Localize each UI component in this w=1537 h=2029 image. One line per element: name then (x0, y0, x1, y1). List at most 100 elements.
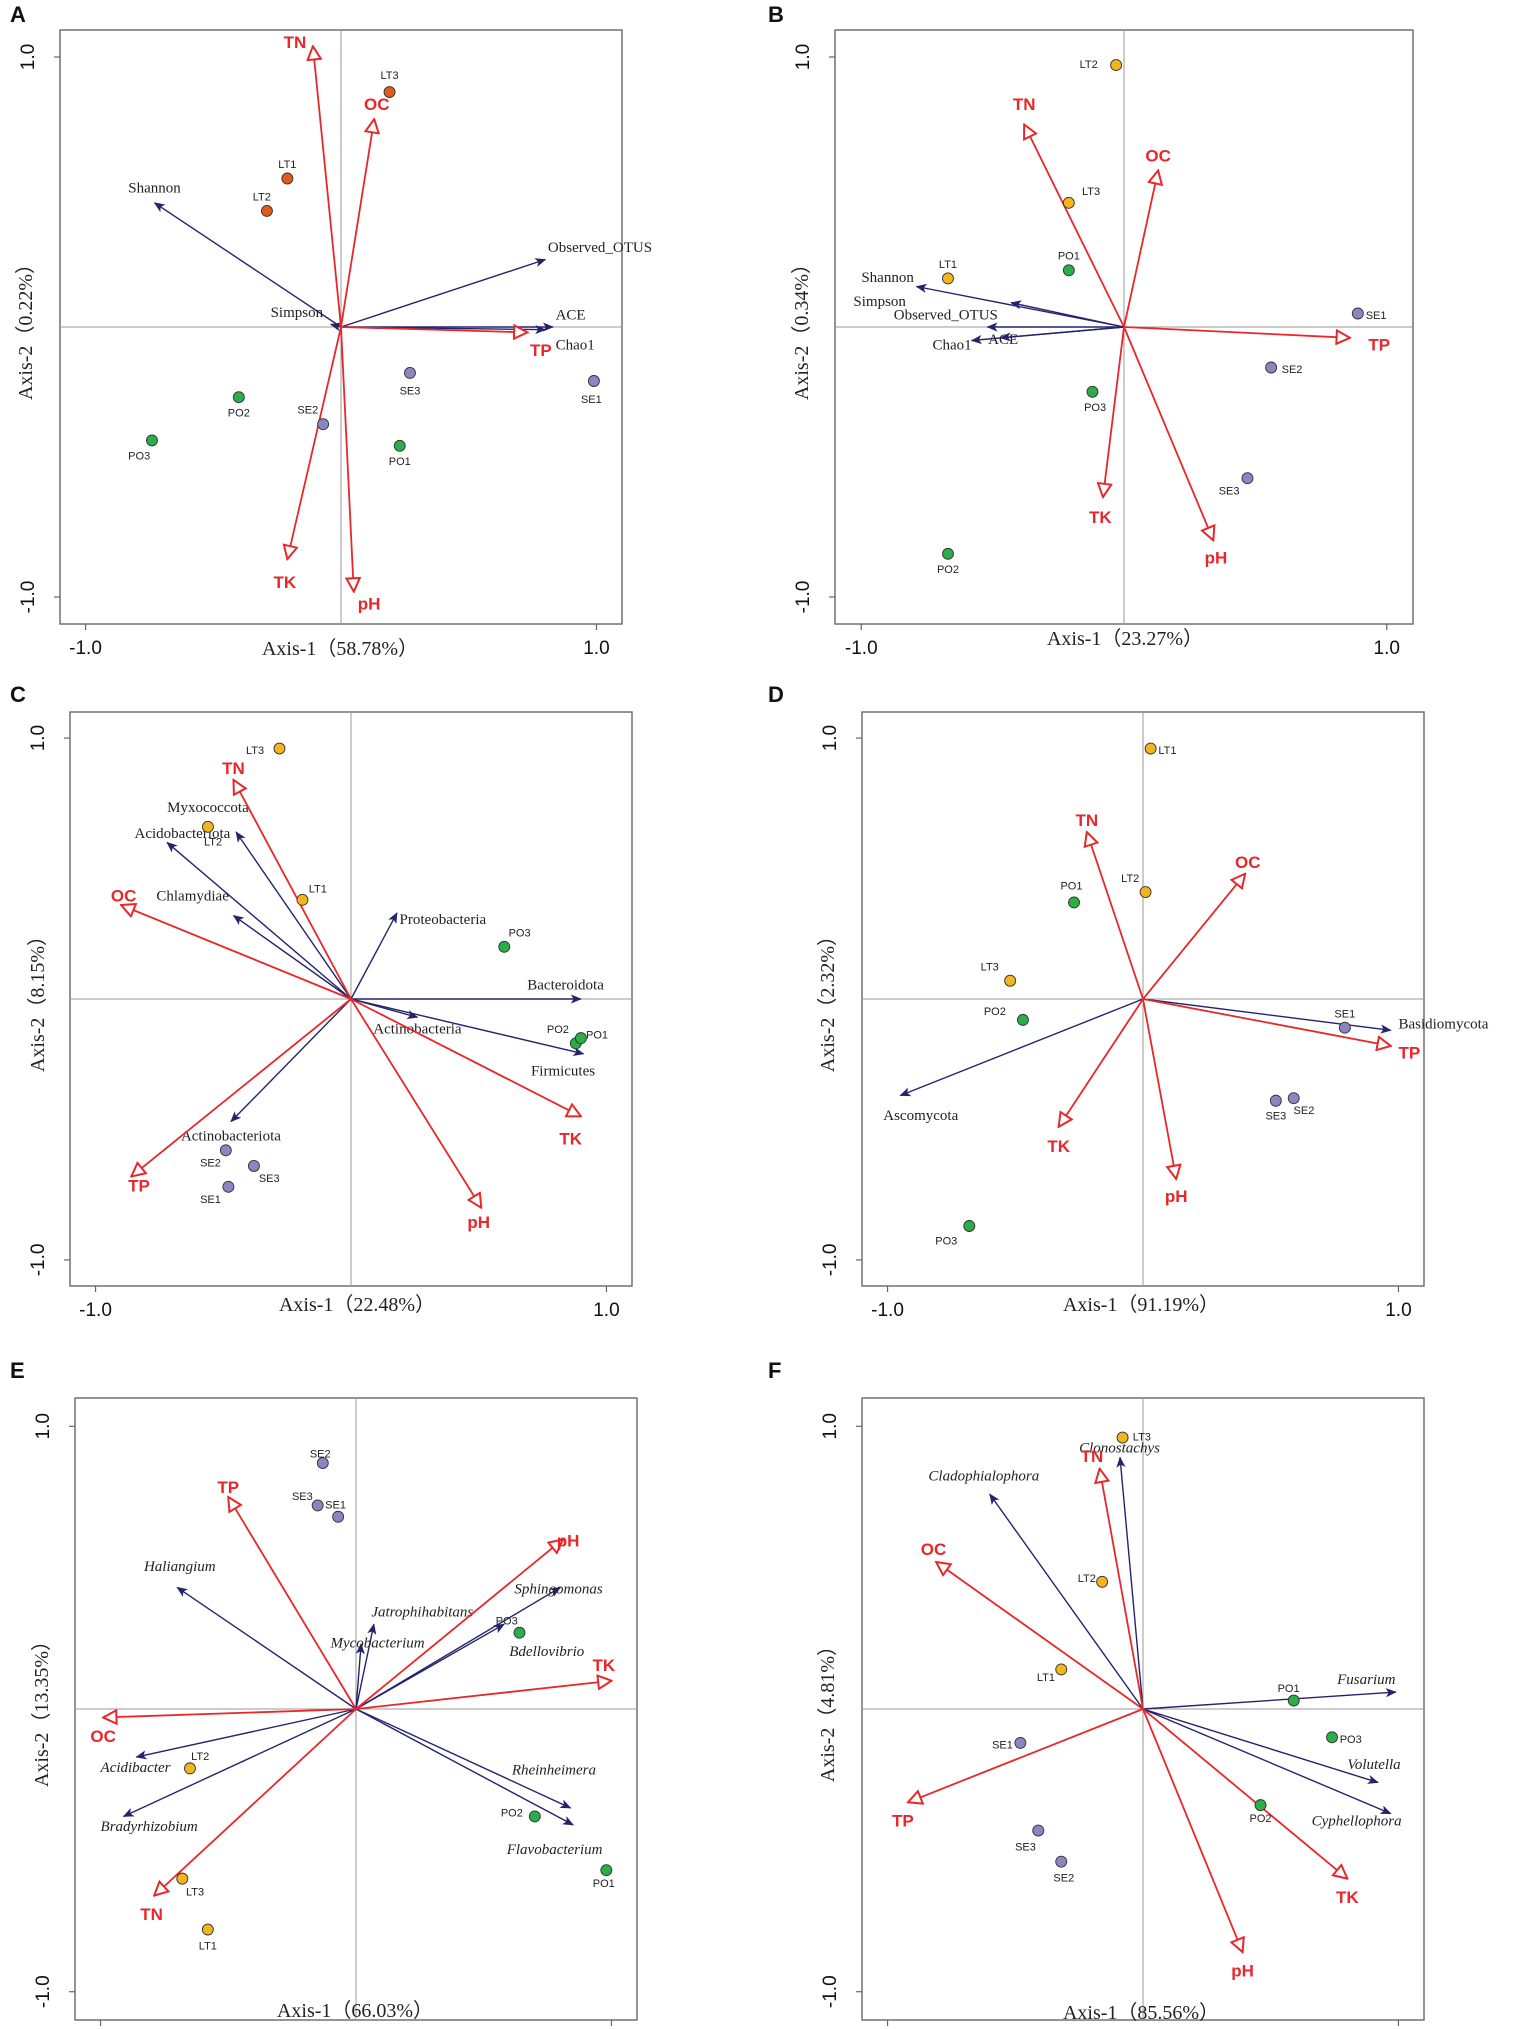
var-arrow-bradyrhizobium (122, 1708, 357, 1818)
site-point-lt2 (1096, 1575, 1109, 1588)
var-arrow-shannon (153, 202, 342, 328)
var-label: Mycobacterium (329, 1635, 424, 1651)
x-tick-label: 1.0 (1374, 638, 1400, 659)
env-label: TN (1081, 1447, 1104, 1466)
site-point-se2 (1265, 361, 1278, 374)
site-point-po2 (232, 391, 245, 404)
site-label: LT3 (1133, 1431, 1151, 1443)
site-point-se3 (1269, 1094, 1282, 1107)
var-arrow-acidobacteriota (166, 841, 352, 1000)
site-point-se2 (1055, 1855, 1068, 1868)
env-arrow-oc (121, 905, 352, 1000)
y-tick-label: -1.0 (820, 1244, 841, 1277)
site-point-po3 (1086, 385, 1099, 398)
var-label: Sphingomonas (514, 1582, 603, 1598)
site-point-lt2 (1139, 886, 1152, 898)
env-arrow-ph (355, 1539, 563, 1710)
site-point-lt1 (201, 1923, 214, 1936)
site-label: SE2 (1294, 1105, 1315, 1117)
site-point-lt1 (281, 172, 294, 185)
env-label: TK (1336, 1888, 1359, 1907)
site-label: PO3 (496, 1615, 518, 1627)
env-label: TP (1398, 1043, 1420, 1062)
var-arrow-proteobacteria (350, 912, 398, 1000)
site-label: PO3 (509, 928, 531, 940)
var-label: Bacteroidota (527, 977, 604, 993)
site-label: SE2 (310, 1448, 331, 1460)
var-label: Clonostachys (1079, 1440, 1160, 1456)
site-label: LT2 (1078, 1573, 1096, 1585)
env-arrow-tk (1142, 1708, 1347, 1879)
env-arrow-oc (1123, 170, 1158, 328)
var-label: Proteobacteria (400, 912, 487, 928)
y-tick-label: -1.0 (18, 581, 39, 614)
site-point-po2 (528, 1810, 541, 1823)
y-tick-label: 1.0 (33, 1413, 54, 1439)
env-arrow-tk (1059, 998, 1144, 1127)
site-point-se1 (1014, 1736, 1027, 1749)
y-tick-label: 1.0 (793, 44, 814, 70)
env-arrow-tp (1142, 998, 1391, 1046)
site-point-po1 (1068, 896, 1080, 909)
x-tick-label: 1.0 (593, 1300, 619, 1321)
site-point-lt2 (1110, 59, 1123, 72)
site-point-se3 (404, 366, 416, 379)
var-arrow-simpson (1010, 300, 1125, 328)
x-axis-label: Axis-1（23.27%） (1047, 627, 1203, 650)
site-label: LT1 (1037, 1672, 1055, 1684)
env-arrow-tp (131, 998, 352, 1176)
env-label: TP (530, 341, 552, 360)
env-arrow-tk (287, 326, 342, 559)
env-arrow-ph (1142, 1708, 1243, 1952)
x-tick-label: -1.0 (69, 638, 102, 659)
var-label: Myxococcota (167, 800, 249, 816)
var-label: Chao1 (932, 337, 971, 353)
env-label: pH (358, 595, 381, 614)
var-arrow-chlamydiae (232, 914, 352, 1000)
site-point-lt1 (942, 272, 954, 285)
site-point-po3 (498, 940, 511, 953)
site-label: LT1 (1158, 745, 1176, 757)
env-arrow-tn (233, 780, 352, 1000)
y-tick-label: 1.0 (18, 44, 39, 70)
site-point-se3 (311, 1499, 324, 1512)
site-point-po1 (574, 1032, 587, 1045)
site-label: PO2 (1250, 1813, 1272, 1825)
var-arrow-haliangium (176, 1586, 357, 1710)
env-label: OC (1145, 146, 1171, 165)
var-arrow-cyphellophora (1142, 1708, 1392, 1815)
var-label: Simpson (271, 305, 324, 321)
env-label: TK (559, 1129, 582, 1148)
env-arrow-tp (228, 1497, 357, 1710)
y-axis-label: Axis-2（4.81%） (816, 1636, 839, 1782)
site-label: LT3 (246, 745, 264, 757)
site-label: LT1 (199, 1940, 217, 1952)
site-label: SE3 (1265, 1110, 1286, 1122)
env-label: TN (1075, 811, 1098, 830)
site-label: SE2 (297, 405, 318, 417)
site-label: LT1 (309, 883, 327, 895)
site-label: PO1 (593, 1878, 615, 1890)
var-label: Fusarium (1336, 1672, 1396, 1688)
site-point-po2 (1016, 1013, 1029, 1026)
env-label: TN (1013, 95, 1036, 114)
site-label: SE2 (1282, 364, 1303, 376)
var-label: Flavobacterium (506, 1842, 603, 1858)
site-point-se1 (1338, 1021, 1351, 1034)
env-arrow-ph (350, 998, 481, 1208)
site-label: LT2 (204, 836, 222, 848)
site-point-lt1 (1055, 1663, 1068, 1676)
site-label: LT2 (1080, 59, 1098, 71)
var-label: Haliangium (143, 1559, 216, 1575)
env-arrow-tn (154, 1708, 357, 1896)
x-axis-label: Axis-1（22.48%） (279, 1293, 435, 1316)
site-label: SE1 (992, 1740, 1013, 1752)
var-label: Rheinheimera (511, 1763, 596, 1779)
env-label: TP (128, 1176, 150, 1195)
env-label: TK (1089, 508, 1112, 527)
panel-e: -1.0-1.01.01.0EAxis-1（66.03%）Axis-2（13.3… (10, 1358, 638, 2026)
env-arrow-oc (936, 1562, 1144, 1710)
var-label: Simpson (853, 294, 906, 310)
var-label: Bdellovibrio (509, 1644, 584, 1660)
